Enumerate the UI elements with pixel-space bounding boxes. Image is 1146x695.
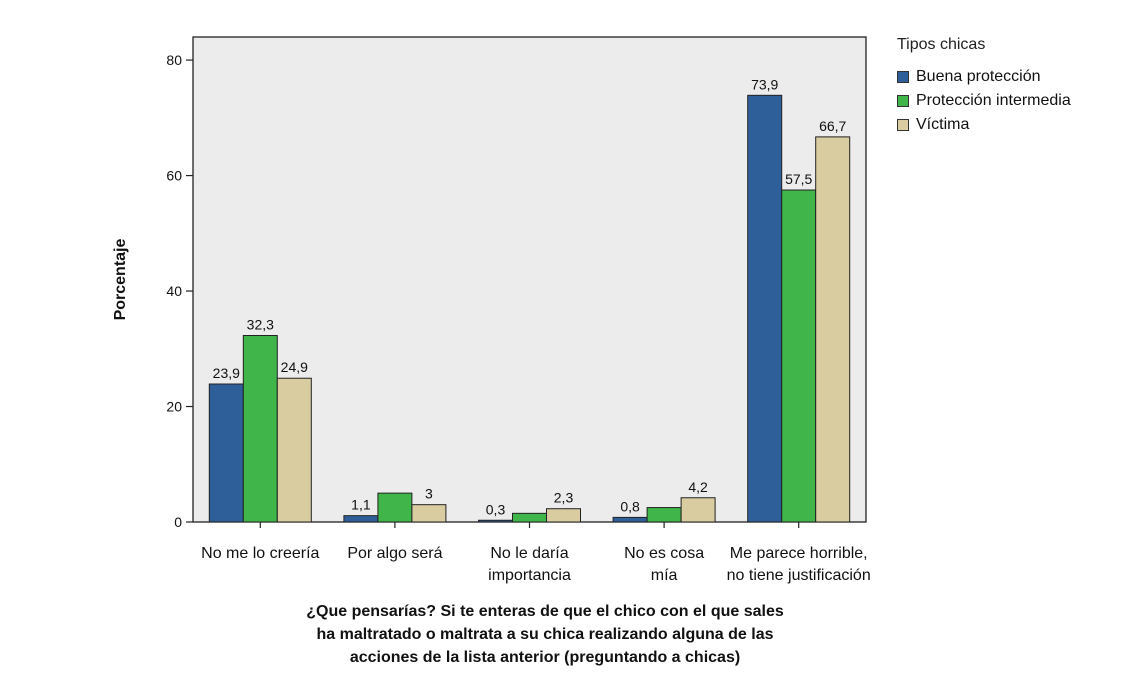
bar xyxy=(546,508,581,523)
y-tick-label: 20 xyxy=(166,399,182,415)
data-label: 23,9 xyxy=(213,365,240,381)
bar xyxy=(411,504,447,523)
x-tick-label: Por algo será xyxy=(347,545,442,562)
legend-label: Protección intermedia xyxy=(916,92,1071,109)
legend-swatch-proteccion-intermedia xyxy=(897,95,909,107)
legend: Tipos chicas Buena protección Protección… xyxy=(897,36,1071,137)
bar xyxy=(512,512,547,523)
data-label: 2,3 xyxy=(554,490,574,506)
data-label: 0,8 xyxy=(620,498,640,514)
bar xyxy=(478,519,513,523)
data-label: 32,3 xyxy=(247,317,274,333)
data-label: 1,1 xyxy=(351,497,371,513)
data-label: 24,9 xyxy=(281,359,308,375)
x-tick-label: No me lo creería xyxy=(201,545,319,562)
bar xyxy=(612,516,648,523)
legend-item-proteccion-intermedia: Protección intermedia xyxy=(897,89,1071,113)
bar xyxy=(646,507,682,523)
legend-swatch-victima xyxy=(897,119,909,131)
legend-swatch-buena-proteccion xyxy=(897,71,909,83)
bar xyxy=(276,377,312,523)
bar xyxy=(680,497,716,523)
x-tick-label: mía xyxy=(651,567,678,584)
bar xyxy=(377,492,413,523)
bar xyxy=(747,94,783,523)
legend-label: Víctima xyxy=(916,116,970,133)
x-tick-label: importancia xyxy=(488,567,571,584)
data-label: 0,3 xyxy=(486,501,506,517)
legend-item-buena-proteccion: Buena protección xyxy=(897,65,1071,89)
data-label: 3 xyxy=(425,486,433,502)
y-tick-label: 0 xyxy=(174,514,182,530)
bar xyxy=(781,189,817,523)
data-label: 66,7 xyxy=(819,118,846,134)
x-tick-label: Me parece horrible, xyxy=(730,545,868,562)
x-tick-label: No es cosa xyxy=(624,545,704,562)
y-tick-label: 40 xyxy=(166,283,182,299)
x-tick-label: no tiene justificación xyxy=(727,567,871,584)
bar xyxy=(208,383,244,523)
y-tick-label: 80 xyxy=(166,52,182,68)
bar xyxy=(242,335,278,523)
legend-title: Tipos chicas xyxy=(897,36,986,53)
data-label: 4,2 xyxy=(688,479,708,495)
data-label: 57,5 xyxy=(785,171,812,187)
legend-label: Buena protección xyxy=(916,68,1041,85)
y-axis-title: Porcentaje xyxy=(112,238,129,320)
x-axis-title: ¿Que pensarías? Si te enteras de que el … xyxy=(306,603,784,666)
legend-item-victima: Víctima xyxy=(897,113,1071,137)
y-tick-label: 60 xyxy=(166,168,182,184)
data-label: 73,9 xyxy=(751,76,778,92)
bar xyxy=(815,136,851,523)
bar xyxy=(343,515,379,523)
x-tick-label: No le daría xyxy=(490,545,568,562)
